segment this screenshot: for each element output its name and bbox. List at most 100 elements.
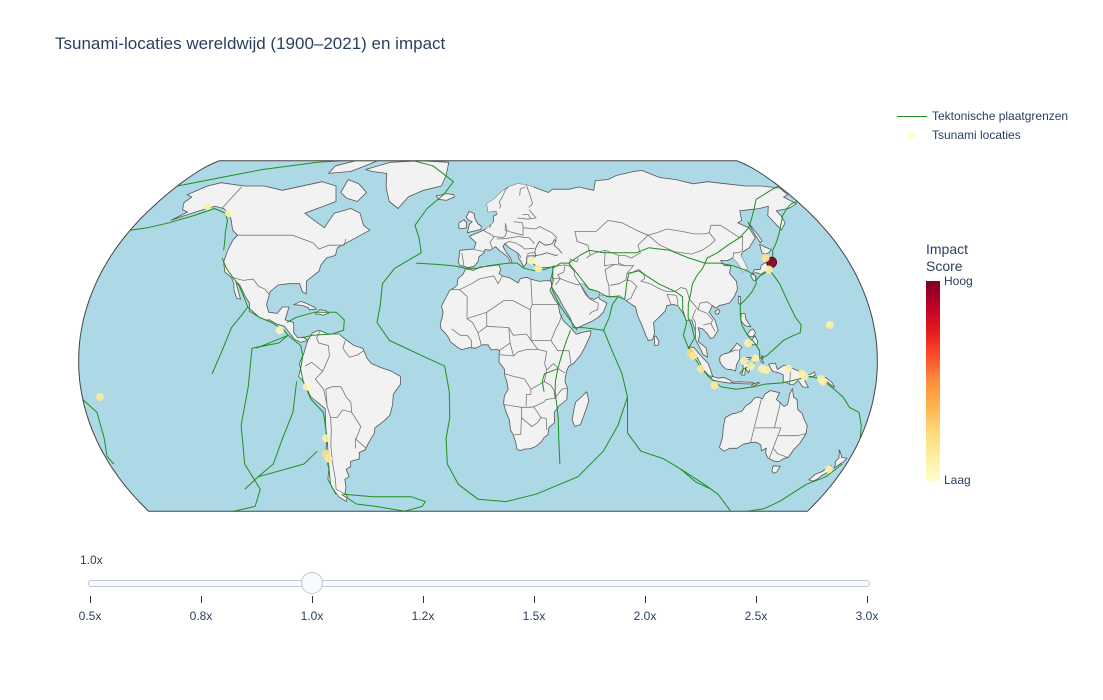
slider-tick [756,596,757,603]
country-border [330,409,352,418]
country-border [647,228,716,255]
tsunami-marker[interactable] [784,364,793,373]
country-border [340,386,353,413]
country-border [522,236,535,245]
slider-tick [645,596,646,603]
plate-boundary-line [258,450,318,478]
plate-boundary-line [221,257,249,308]
country-border [525,389,532,407]
country-border [557,265,566,279]
country-border [314,330,330,407]
tsunami-marker[interactable] [710,381,719,390]
tsunami-marker[interactable] [689,351,698,360]
tsunami-marker[interactable] [824,465,833,474]
country-border [461,252,465,266]
country-border [459,275,503,291]
tsunami-points[interactable] [95,202,834,474]
slider-tick-label[interactable]: 1.0x [300,609,324,623]
country-border [509,342,538,357]
plate-boundary-line [82,399,115,465]
country-border [342,340,365,358]
slider-tick-label[interactable]: 1.2x [411,609,435,623]
country-border [526,209,537,220]
country-border [568,350,572,365]
colorbar-title-line2: Score [926,258,963,274]
tsunami-marker[interactable] [324,454,333,463]
country-border [486,325,511,352]
tsunami-marker[interactable] [819,377,828,386]
tsunami-marker[interactable] [746,362,755,371]
tsunami-marker[interactable] [751,354,760,363]
country-border [750,399,762,443]
tsunami-marker[interactable] [764,265,773,274]
land-java [710,376,732,384]
slider-tick [867,596,868,603]
country-border [517,252,522,259]
slider-tick [312,596,313,603]
plate-boundary-line [256,334,289,349]
country-border [692,309,697,336]
land-south-america [298,329,401,502]
country-border [523,226,558,241]
tsunami-marker[interactable] [740,357,749,365]
tsunami-marker[interactable] [744,339,753,347]
land-arabia-fill [552,252,627,301]
plate-boundary-line [161,521,194,526]
country-border [504,404,534,408]
land-layer [170,160,848,502]
land-africa [439,264,592,452]
legend-item-tsunami[interactable]: Tsunami locaties [897,125,1068,144]
tsunami-marker[interactable] [825,321,834,329]
land-korea-fill [732,251,748,273]
country-border [697,309,716,332]
land-cuba [293,300,317,311]
tsunami-marker[interactable] [275,326,284,335]
country-border [354,437,366,449]
tsunami-marker[interactable] [95,393,104,401]
tsunami-marker[interactable] [527,256,536,265]
slider-tick-label[interactable]: 2.0x [633,609,657,623]
tsunami-marker[interactable] [761,254,770,262]
country-border [526,252,535,255]
slider-tick-label[interactable]: 0.8x [189,609,213,623]
plate-boundary-line [554,330,572,465]
country-border [579,283,599,315]
land-sakhalin [747,221,763,244]
zoom-slider-track[interactable] [88,580,870,587]
slider-tick-label[interactable]: 3.0x [855,609,879,623]
slider-tick-label[interactable]: 2.5x [744,609,768,623]
country-border [703,323,711,326]
plate-boundary-line [763,463,843,510]
legend[interactable]: Tektonische plaatgrenzen Tsunami locatie… [897,106,1068,144]
land-scandinavia-fill [486,183,537,220]
slider-tick [423,596,424,603]
zoom-slider-handle[interactable] [301,572,323,594]
country-border [603,250,615,267]
tsunami-marker[interactable] [302,382,311,391]
tsunami-marker[interactable] [203,202,212,211]
map-frame [78,160,878,512]
slider-tick-label[interactable]: 0.5x [78,609,102,623]
tsunami-marker[interactable] [225,209,233,218]
land-taiwan [737,295,742,306]
land-ireland [458,219,467,230]
country-border [529,304,533,310]
country-border [625,279,638,301]
colorbar-high-label: Hoog [944,274,973,288]
tsunami-marker[interactable] [534,264,543,273]
tsunami-marker[interactable] [800,372,809,381]
plate-boundary-line [244,381,298,490]
country-border [477,332,482,346]
line-swatch-icon [897,110,927,122]
slider-tick-label[interactable]: 1.5x [522,609,546,623]
country-border [525,184,534,208]
land-north-america [170,181,371,343]
colorbar-title-line1: Impact [926,241,969,257]
legend-item-plates[interactable]: Tektonische plaatgrenzen [897,106,1068,125]
plate-boundary-line [759,270,802,359]
country-border [498,186,509,209]
tsunami-marker[interactable] [762,366,771,374]
tsunami-marker[interactable] [322,434,331,443]
tsunami-marker[interactable] [696,364,705,373]
